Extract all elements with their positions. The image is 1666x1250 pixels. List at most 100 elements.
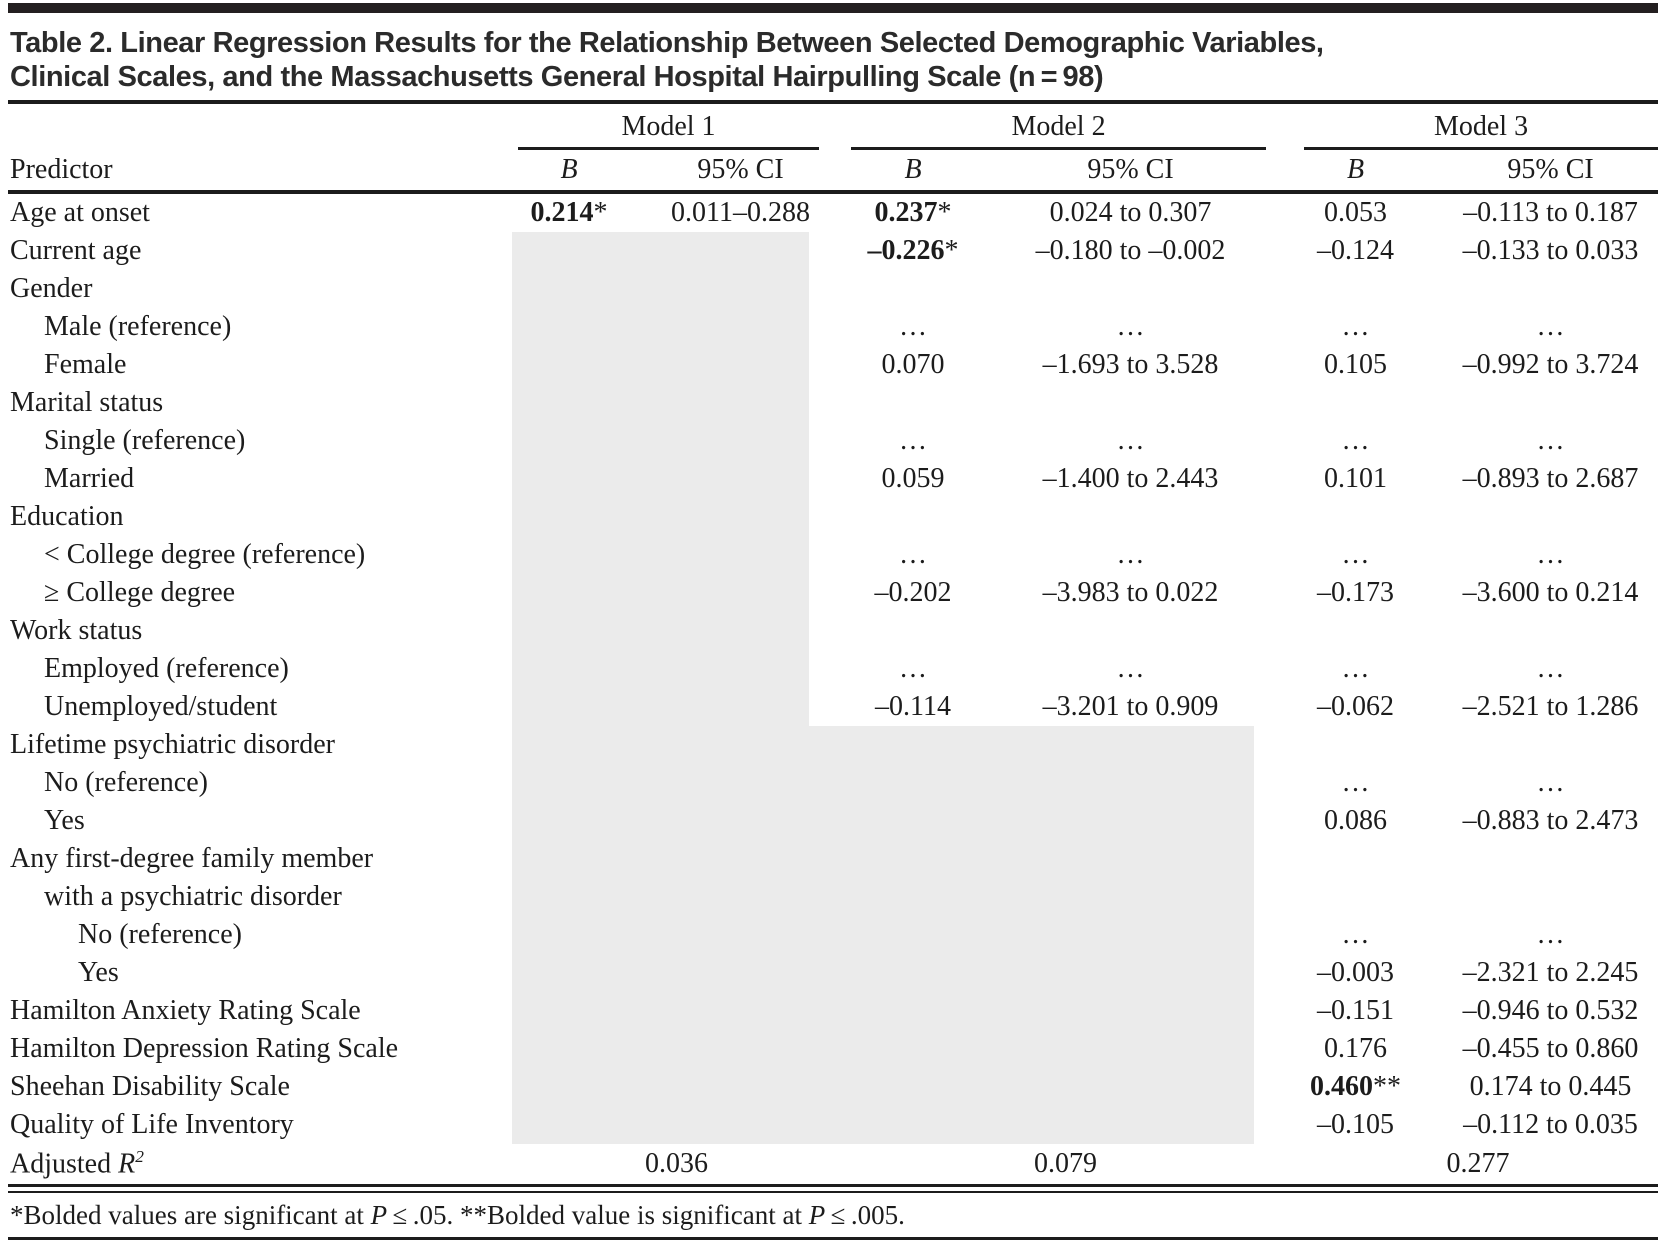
footnote-italic-p: P (808, 1200, 826, 1230)
row-label: Unemployed/student (44, 691, 278, 722)
table-row: Current age –0.226* –0.180 to –0.002 –0.124… (8, 232, 1658, 270)
cell-m2ci: –0.180 to –0.002 (1035, 235, 1226, 266)
cell-m1b (490, 270, 648, 308)
table-row: Quality of Life Inventory –0.105 –0.112 to… (8, 1106, 1658, 1144)
cell-m3b: –0.124 (1317, 235, 1395, 266)
cell-m2b (833, 1068, 994, 1106)
header-ci-m2: 95% CI (993, 150, 1269, 194)
cell-m3ci: –0.455 to 0.860 (1462, 1033, 1639, 1064)
row-label: Yes (78, 957, 119, 988)
table-title-line1: Table 2. Linear Regression Results for t… (10, 27, 1324, 59)
spacer-cell (8, 104, 490, 150)
cell-m2ci: –3.983 to 0.022 (1042, 577, 1219, 608)
row-label: No (reference) (44, 767, 208, 798)
table-row: Male (reference)………… (8, 308, 1658, 346)
cell-m3b: … (1341, 919, 1370, 950)
cell-m2b (833, 612, 993, 650)
cell-m3b: 0.053 (1324, 197, 1388, 228)
header-b-m2: B (833, 150, 994, 194)
row-label: Work status (10, 615, 143, 646)
row-label: Gender (10, 273, 93, 304)
cell-m2b (833, 498, 993, 536)
adjusted-r2-m1: 0.036 (645, 1148, 708, 1179)
cell-m3ci (1443, 612, 1658, 650)
significance-mark: * (593, 197, 608, 228)
cell-m1b (490, 802, 648, 840)
cell-m2ci (993, 992, 1269, 1030)
table-row: with a psychiatric disorder (8, 878, 1658, 916)
significance-mark: * (937, 197, 952, 228)
cell-m3ci: … (1536, 653, 1565, 684)
cell-m1b (490, 498, 648, 536)
cell-m1ci (648, 346, 834, 384)
r-symbol: R (118, 1148, 136, 1180)
cell-m2b: –0.114 (875, 691, 951, 722)
header-b-m1: B (490, 150, 648, 194)
cell-m1b (490, 612, 648, 650)
cell-m2b: … (899, 653, 928, 684)
cell-m2ci: … (1116, 653, 1145, 684)
cell-m1ci (648, 802, 834, 840)
cell-m3b: … (1341, 311, 1370, 342)
cell-m2ci: –1.400 to 2.443 (1042, 463, 1219, 494)
cell-m2ci (993, 726, 1269, 764)
model-3-label: Model 3 (1433, 111, 1529, 142)
cell-m1b (490, 422, 648, 460)
row-label: Hamilton Depression Rating Scale (10, 1033, 399, 1064)
double-rule-lower (8, 1191, 1658, 1193)
cell-m2ci (993, 384, 1268, 422)
cell-m3ci: –0.946 to 0.532 (1462, 995, 1639, 1026)
model-3-underline: Model 3 (1304, 111, 1659, 150)
cell-m3b (1268, 726, 1443, 764)
cell-m2b: 0.237* (833, 194, 993, 232)
row-label: Male (reference) (44, 311, 232, 342)
cell-m3b: –0.003 (1317, 957, 1395, 988)
table-row: No (reference)…… (8, 764, 1658, 802)
double-rule-gap (8, 1187, 1658, 1191)
cell-m3ci (1443, 498, 1658, 536)
cell-m2ci: –3.201 to 0.909 (1042, 691, 1219, 722)
row-label: Yes (44, 805, 85, 836)
table-row: Single (reference)………… (8, 422, 1658, 460)
bold-value: 0.237 (874, 197, 938, 228)
cell-m1ci (648, 650, 834, 688)
row-label: < College degree (reference) (44, 539, 366, 570)
cell-m2b: … (899, 425, 928, 456)
cell-m1b (490, 346, 648, 384)
cell-m3b (1268, 270, 1443, 308)
table-row: ≥ College degree –0.202 –3.983 to 0.022 –0.… (8, 574, 1658, 612)
cell-m1b (490, 574, 648, 612)
row-label: Single (reference) (44, 425, 246, 456)
cell-m3b (1268, 498, 1443, 536)
row-label: Employed (reference) (44, 653, 289, 684)
cell-m1ci (648, 384, 834, 422)
cell-m1ci: 0.011–0.288 (671, 197, 810, 228)
cell-m1b (490, 1106, 648, 1144)
cell-m3ci (1443, 270, 1658, 308)
significance-mark: ** (1373, 1071, 1402, 1102)
bottom-rule (8, 1237, 1658, 1240)
cell-m2ci: … (1116, 425, 1145, 456)
table-row: No (reference)…… (8, 916, 1658, 954)
cell-m2b: … (899, 539, 928, 570)
cell-m2b (833, 954, 994, 992)
bold-value: 0.460 (1310, 1071, 1374, 1102)
cell-m2b: 0.059 (881, 463, 945, 494)
cell-m3b: 0.460** (1268, 1068, 1443, 1106)
cell-m3b: 0.176 (1324, 1033, 1388, 1064)
cell-m1ci (648, 1106, 834, 1144)
cell-m1b (490, 688, 648, 726)
cell-m3b (1268, 840, 1443, 878)
table-row: Gender (8, 270, 1658, 308)
cell-m1ci (648, 612, 834, 650)
row-label: No (reference) (78, 919, 242, 950)
cell-m3ci: –0.883 to 2.473 (1462, 805, 1639, 836)
cell-m1ci (648, 536, 834, 574)
bold-value: 0.214 (530, 197, 594, 228)
regression-table: Model 1 Model 2 Model 3 Predictor B 95% … (8, 104, 1659, 1184)
cell-m3b: –0.151 (1317, 995, 1395, 1026)
cell-m3ci: 0.174 to 0.445 (1469, 1071, 1632, 1102)
cell-m1ci (648, 498, 834, 536)
cell-m2ci (993, 1068, 1269, 1106)
cell-m1b (490, 954, 648, 992)
